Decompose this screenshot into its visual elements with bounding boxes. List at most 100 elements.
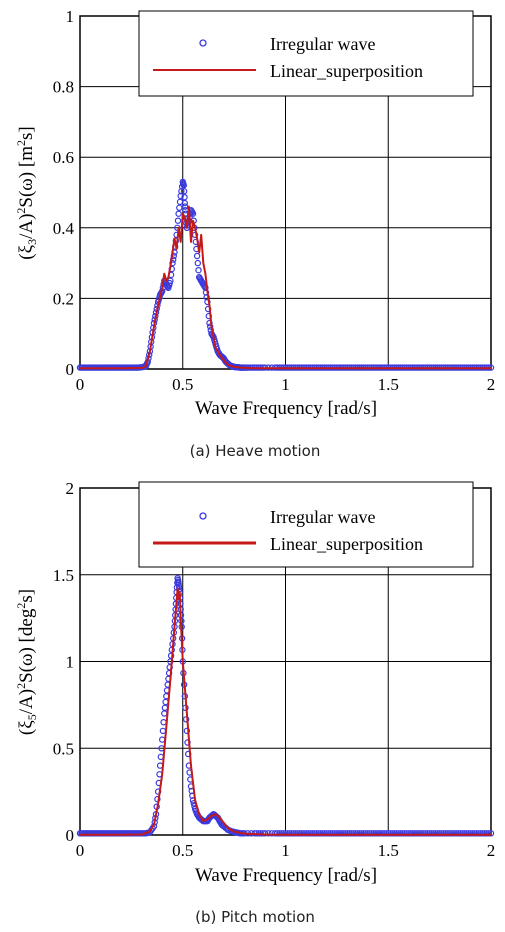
pitch-irregular-point — [274, 830, 281, 837]
heave-irregular-point — [180, 188, 188, 195]
pitch-irregular-point — [292, 830, 299, 837]
heave-caption: (a) Heave motion — [190, 442, 321, 460]
pitch-irregular-point — [175, 583, 183, 590]
heave-irregular-point — [169, 259, 176, 267]
heave-x-tick-label: 0 — [76, 375, 85, 394]
pitch-irregular-point — [389, 830, 396, 837]
heave-y-tick-label: 0.6 — [53, 148, 74, 167]
heave-irregular-point — [174, 217, 182, 224]
pitch-irregular-point — [329, 830, 336, 837]
pitch-irregular-point — [469, 830, 476, 837]
pitch-irregular-point — [298, 830, 306, 837]
pitch-irregular-point — [465, 830, 472, 837]
pitch-irregular-point — [426, 830, 433, 837]
pitch-irregular-point — [294, 830, 301, 837]
pitch-irregular-point — [325, 830, 332, 837]
pitch-irregular-point — [411, 830, 419, 837]
pitch-irregular-point — [286, 830, 293, 837]
heave-y-axis-label: (ξ3/A)2S(ω) [m2s] — [14, 126, 39, 259]
pitch-irregular-point — [339, 830, 347, 837]
pitch-irregular-point — [420, 830, 427, 837]
pitch-irregular-point — [370, 830, 378, 837]
pitch-irregular-point — [335, 830, 343, 837]
heave-y-tick-label: 0 — [66, 360, 75, 379]
pitch-irregular-point — [403, 830, 410, 837]
pitch-irregular-point — [161, 704, 169, 712]
pitch-x-tick-label: 2 — [487, 841, 496, 860]
pitch-irregular-point — [280, 830, 287, 837]
pitch-irregular-point — [442, 830, 449, 837]
pitch-irregular-point — [417, 830, 425, 837]
pitch-irregular-point — [261, 830, 269, 837]
pitch-irregular-point — [307, 830, 314, 837]
heave-chart: 0 0.5 1 1.5 2 0 0.2 0.4 0.6 0.8 1 Wave Frequency [… — [14, 7, 495, 460]
pitch-irregular-point — [428, 830, 435, 837]
pitch-irregular-point — [393, 830, 400, 837]
heave-x-tick-label: 1 — [281, 375, 290, 394]
pitch-irregular-point — [444, 830, 451, 837]
heave-legend-box — [138, 10, 474, 97]
pitch-irregular-point — [378, 830, 386, 837]
pitch-irregular-point — [448, 830, 456, 837]
pitch-irregular-point — [366, 830, 373, 837]
pitch-irregular-point — [391, 830, 398, 837]
heave-irregular-point — [206, 323, 214, 330]
pitch-irregular-point — [483, 830, 491, 837]
pitch-irregular-point — [446, 830, 454, 837]
pitch-irregular-point — [358, 830, 365, 837]
pitch-y-tick-label: 2 — [66, 479, 75, 498]
heave-irregular-point — [195, 267, 202, 274]
pitch-irregular-point — [380, 830, 388, 837]
pitch-irregular-point — [385, 830, 392, 837]
pitch-irregular-point — [374, 830, 382, 837]
pitch-irregular-point — [399, 830, 406, 837]
pitch-irregular-point — [372, 830, 380, 837]
pitch-irregular-point — [463, 830, 470, 837]
pitch-irregular-point — [401, 830, 408, 837]
pitch-irregular-point — [331, 830, 338, 837]
pitch-irregular-point — [315, 830, 322, 837]
pitch-x-tick-label: 0.5 — [172, 841, 193, 860]
pitch-irregular-point — [344, 830, 351, 837]
pitch-irregular-point — [485, 830, 493, 837]
pitch-irregular-point — [471, 830, 478, 837]
pitch-irregular-point — [346, 830, 353, 837]
pitch-x-tick-label: 0 — [76, 841, 85, 860]
pitch-irregular-point — [457, 830, 464, 837]
pitch-irregular-point — [288, 830, 295, 837]
heave-legend: Irregular wave Linear_superposition — [138, 10, 474, 97]
pitch-irregular-point — [368, 830, 375, 837]
pitch-x-tick-label: 1.5 — [378, 841, 399, 860]
pitch-legend-linear-label: Linear_superposition — [270, 534, 423, 554]
pitch-irregular-point — [434, 830, 441, 837]
pitch-y-axis-label: (ξ5/A)2S(ω) [deg2s] — [14, 589, 39, 735]
pitch-legend: Irregular wave Linear_superposition — [138, 481, 474, 568]
heave-irregular-point — [189, 210, 197, 217]
heave-x-tick-label: 0.5 — [172, 375, 193, 394]
pitch-irregular-point — [438, 830, 445, 837]
heave-irregular-point — [180, 182, 187, 189]
pitch-chart: 0 0.5 1 1.5 2 0 0.5 1 1.5 2 Wave Frequency [rad/s… — [14, 479, 495, 926]
pitch-irregular-point — [440, 830, 447, 837]
pitch-irregular-point — [452, 830, 460, 837]
heave-legend-linear-label: Linear_superposition — [270, 61, 423, 81]
pitch-irregular-point — [183, 727, 191, 735]
pitch-irregular-point — [302, 830, 310, 837]
heave-x-tick-label: 1.5 — [378, 375, 399, 394]
pitch-y-tick-label: 0.5 — [53, 739, 74, 758]
heave-y-tick-label: 0.4 — [53, 219, 75, 238]
pitch-y-tick-label: 1.5 — [53, 566, 74, 585]
pitch-irregular-point — [409, 830, 417, 837]
heave-legend-irregular-label: Irregular wave — [270, 34, 375, 54]
heave-irregular-point — [175, 210, 182, 217]
heave-irregular-point — [181, 193, 188, 201]
pitch-irregular-point — [296, 830, 304, 837]
pitch-irregular-point — [300, 830, 308, 837]
pitch-irregular-point — [309, 830, 316, 837]
pitch-irregular-point — [311, 830, 318, 837]
pitch-irregular-point — [481, 830, 488, 837]
pitch-irregular-point — [158, 736, 166, 743]
pitch-irregular-point — [327, 830, 334, 837]
pitch-legend-box — [138, 481, 474, 568]
pitch-irregular-point — [337, 830, 345, 837]
